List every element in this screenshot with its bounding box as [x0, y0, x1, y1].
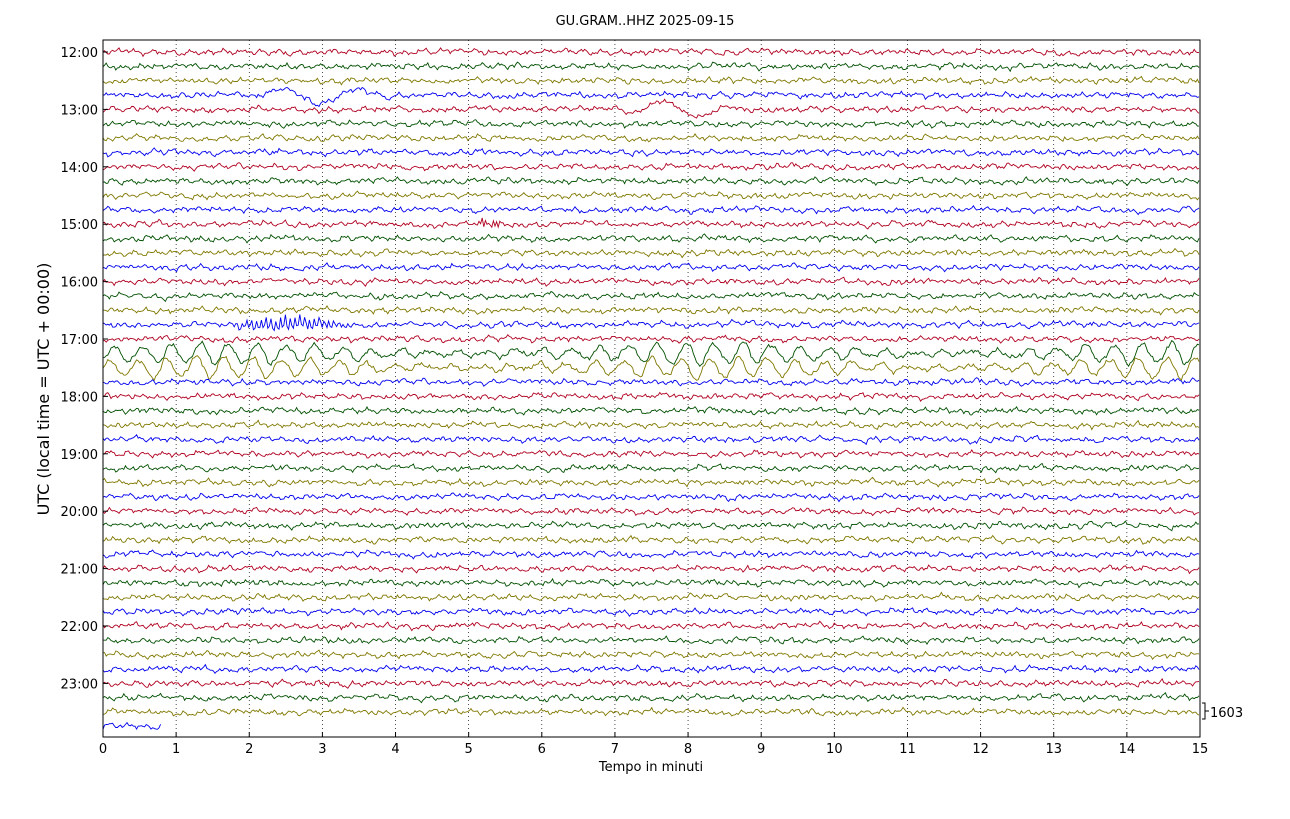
trace-line — [102, 549, 1200, 560]
trace-line — [102, 462, 1200, 474]
trace-line — [102, 276, 1200, 288]
trace-line — [102, 620, 1200, 632]
trace-line — [102, 61, 1200, 73]
trace-line — [102, 205, 1200, 216]
trace-line — [102, 577, 1200, 589]
y-tick-label: 16:00 — [61, 276, 98, 291]
trace-line — [102, 692, 1200, 704]
x-tick-label: 5 — [465, 742, 473, 757]
trace-line — [102, 534, 1200, 545]
trace-line — [102, 305, 1200, 316]
trace-line — [102, 649, 1199, 660]
x-tick-label: 6 — [538, 742, 546, 757]
x-tick-label: 7 — [611, 742, 619, 757]
trace-line — [102, 47, 1200, 58]
x-tick-label: 14 — [1119, 742, 1136, 757]
trace-line — [102, 635, 1200, 645]
trace-line — [102, 706, 1200, 717]
y-tick-label: 19:00 — [61, 448, 98, 463]
x-tick-label: 9 — [757, 742, 765, 757]
trace-line — [102, 333, 1200, 344]
trace-line — [102, 721, 162, 731]
x-tick-label: 3 — [318, 742, 326, 757]
trace-line — [102, 520, 1200, 532]
trace-line — [102, 377, 1200, 387]
trace-line — [102, 434, 1200, 446]
scale-label: 1603 — [1210, 706, 1243, 721]
trace-line — [103, 391, 1200, 403]
x-tick-label: 12 — [972, 742, 989, 757]
x-tick-label: 11 — [899, 742, 916, 757]
x-tick-label: 10 — [826, 742, 843, 757]
trace-line — [102, 262, 1200, 273]
trace-line — [102, 147, 1200, 158]
y-tick-label: 20:00 — [61, 505, 98, 520]
trace-line — [102, 217, 1200, 230]
x-axis-label: Tempo in minuti — [598, 760, 703, 775]
trace-line — [102, 492, 1200, 503]
trace-line — [102, 133, 1200, 143]
y-tick-label: 13:00 — [61, 103, 98, 118]
trace-line — [102, 563, 1200, 575]
seismic-traces — [102, 47, 1200, 731]
x-tick-label: 13 — [1045, 742, 1062, 757]
trace-line — [102, 476, 1200, 488]
y-tick-label: 12:00 — [61, 46, 98, 61]
x-tick-label: 2 — [245, 742, 253, 757]
trace-line — [102, 355, 1200, 382]
x-axis-ticks: 0 1 2 3 4 5 6 7 8 9 10 11 12 13 14 15 — [99, 732, 1208, 757]
trace-line — [102, 290, 1200, 303]
trace-line — [102, 506, 1200, 517]
x-tick-label: 1 — [172, 742, 180, 757]
trace-line — [102, 176, 1200, 187]
trace-line — [102, 86, 1200, 108]
y-tick-label: 18:00 — [61, 390, 98, 405]
x-tick-label: 8 — [684, 742, 692, 757]
y-tick-label: 22:00 — [61, 620, 98, 635]
trace-line — [102, 448, 1200, 459]
y-tick-label: 23:00 — [61, 677, 98, 692]
trace-line — [102, 591, 1200, 602]
trace-line — [102, 75, 1200, 86]
chart-title: GU.GRAM..HHZ 2025-09-15 — [556, 14, 735, 29]
trace-line — [102, 339, 1200, 368]
x-tick-label: 15 — [1192, 742, 1209, 757]
scale-bar: 1603 — [1202, 702, 1243, 721]
x-tick-label: 0 — [99, 742, 107, 757]
y-tick-label: 17:00 — [61, 333, 98, 348]
trace-line — [102, 419, 1200, 431]
trace-line — [102, 314, 1200, 332]
trace-line — [102, 405, 1200, 416]
trace-line — [102, 190, 1200, 201]
trace-line — [102, 247, 1200, 259]
trace-line — [102, 663, 1200, 675]
trace-line — [102, 162, 1200, 172]
y-axis-label: UTC (local time = UTC + 00:00) — [34, 263, 53, 516]
y-tick-label: 21:00 — [61, 563, 98, 578]
y-tick-label: 15:00 — [61, 218, 98, 233]
y-axis-ticks: 12:00 13:00 14:00 15:00 16:00 17:00 18:00 19:00… — [61, 46, 108, 692]
trace-line — [102, 607, 1200, 617]
trace-line — [102, 233, 1200, 244]
x-tick-label: 4 — [391, 742, 399, 757]
y-tick-label: 14:00 — [61, 161, 98, 176]
plot-frame — [102, 39, 1201, 738]
trace-line — [102, 118, 1199, 129]
grid-lines — [175, 40, 1128, 737]
trace-line — [102, 678, 1200, 689]
trace-line — [102, 98, 1200, 119]
